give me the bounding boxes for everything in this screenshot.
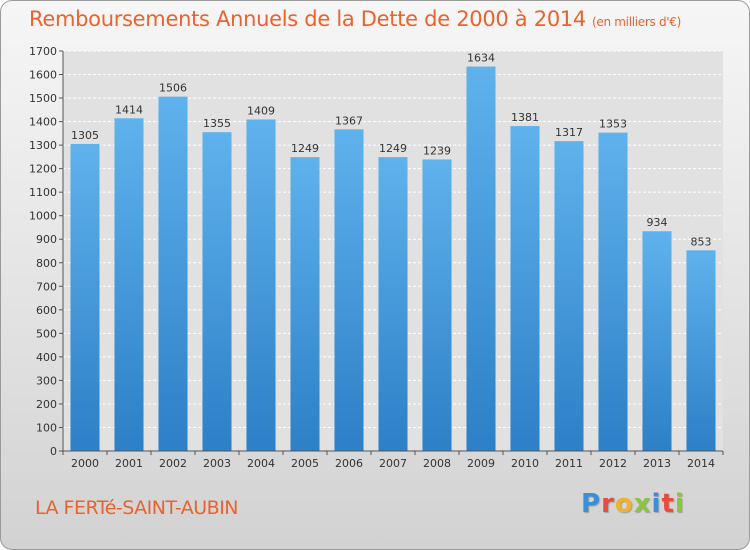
bar-2000	[70, 143, 100, 452]
bar-2010	[510, 126, 540, 451]
data-label-2009: 1634	[467, 52, 495, 65]
data-label-2014: 853	[691, 235, 712, 248]
x-tick-label-2011: 2011	[555, 457, 583, 470]
data-label-2011: 1317	[555, 126, 583, 139]
data-label-2005: 1249	[291, 142, 319, 155]
y-tick-label: 700	[36, 280, 57, 293]
data-label-2012: 1353	[599, 118, 627, 131]
data-label-2006: 1367	[335, 114, 363, 127]
bar-2002	[158, 96, 188, 451]
data-label-2004: 1409	[247, 104, 275, 117]
logo-letter: x	[633, 489, 652, 519]
y-tick-label: 1300	[29, 139, 57, 152]
y-tick-label: 1000	[29, 210, 57, 223]
x-tick-label-2012: 2012	[599, 457, 627, 470]
data-label-2000: 1305	[71, 129, 99, 142]
data-labels: 1305 1414 1506 1355 1409 1249 1367 1249 1239 1634…	[71, 52, 712, 249]
y-tick-label: 1500	[29, 92, 57, 105]
x-tick-label-2014: 2014	[687, 457, 715, 470]
y-tick-label: 1200	[29, 163, 57, 176]
bar-2007	[378, 157, 408, 451]
y-tick-label: 0	[50, 445, 57, 458]
y-tick-label: 200	[36, 398, 57, 411]
bar-2009	[466, 66, 496, 451]
x-tick-label-2002: 2002	[159, 457, 187, 470]
y-tick-label: 600	[36, 304, 57, 317]
bars	[70, 66, 716, 452]
proxiti-logo[interactable]: Proxiti	[581, 489, 685, 519]
city-name: LA FERTé-SAINT-AUBIN	[35, 497, 239, 519]
data-label-2007: 1249	[379, 142, 407, 155]
x-tick-label-2003: 2003	[203, 457, 231, 470]
x-tick-label-2010: 2010	[511, 457, 539, 470]
data-label-2003: 1355	[203, 117, 231, 130]
x-axis-ticks: 2000 2001 2002 2003 2004 2005 2006 2007 2008 2009…	[62, 451, 724, 470]
bar-2013	[642, 231, 672, 451]
data-label-2013: 934	[647, 216, 668, 229]
x-tick-label-2005: 2005	[291, 457, 319, 470]
logo-letter: r	[601, 489, 615, 519]
logo-letter: P	[581, 489, 602, 519]
bar-2006	[334, 129, 364, 451]
logo-letter: o	[614, 489, 634, 519]
x-tick-label-2007: 2007	[379, 457, 407, 470]
y-tick-label: 100	[36, 421, 57, 434]
bar-2004	[246, 119, 276, 452]
data-label-2010: 1381	[511, 111, 539, 124]
x-tick-label-2009: 2009	[467, 457, 495, 470]
bar-2008	[422, 159, 452, 451]
y-axis-ticks: 0 100 200 300 400 500 600 700 800 900 1000 1100 1200…	[29, 45, 63, 458]
y-tick-label: 400	[36, 351, 57, 364]
x-tick-label-2004: 2004	[247, 457, 275, 470]
y-tick-label: 300	[36, 374, 57, 387]
bar-2012	[598, 132, 628, 451]
chart-title: Remboursements Annuels de la Dette de 20…	[29, 7, 681, 31]
bar-2014	[686, 250, 716, 451]
x-tick-label-2008: 2008	[423, 457, 451, 470]
x-tick-label-2001: 2001	[115, 457, 143, 470]
bar-2003	[202, 132, 232, 452]
y-tick-label: 800	[36, 257, 57, 270]
x-tick-label-2000: 2000	[71, 457, 99, 470]
y-tick-label: 1600	[29, 69, 57, 82]
chart-title-text: Remboursements Annuels de la Dette de 20…	[29, 7, 586, 31]
logo-letter: i	[674, 489, 685, 519]
y-tick-label: 900	[36, 233, 57, 246]
bar-2005	[290, 157, 320, 451]
bar-2011	[554, 141, 584, 451]
x-tick-label-2013: 2013	[643, 457, 671, 470]
logo-letter: i	[651, 489, 662, 519]
logo-letter: t	[661, 489, 675, 519]
chart-subtitle: (en milliers d'€)	[592, 15, 682, 29]
bar-2001	[114, 118, 144, 451]
y-tick-label: 1100	[29, 186, 57, 199]
x-tick-label-2006: 2006	[335, 457, 363, 470]
y-tick-label: 1400	[29, 116, 57, 129]
y-tick-label: 1700	[29, 45, 57, 58]
data-label-2008: 1239	[423, 144, 451, 157]
y-tick-label: 500	[36, 327, 57, 340]
data-label-2002: 1506	[159, 82, 187, 95]
data-label-2001: 1414	[115, 103, 143, 116]
